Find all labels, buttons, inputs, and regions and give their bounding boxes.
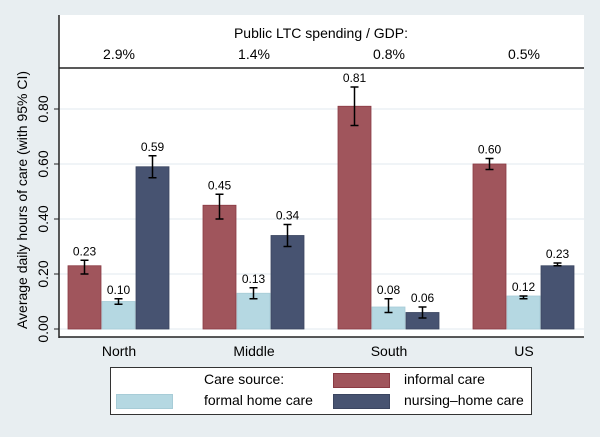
legend-label-nursing-home-care: nursing–home care [404, 392, 524, 408]
legend-title: Care source: [204, 371, 285, 387]
y-tick-label: 0.40 [35, 205, 51, 232]
data-label: 0.34 [276, 209, 300, 223]
legend-swatch-formal-home-care [116, 394, 173, 409]
bar-formal-home-care [506, 295, 541, 330]
y-tick-label: 0.60 [35, 150, 51, 177]
header-title: Public LTC spending / GDP: [234, 25, 408, 41]
x-tick-label: Middle [233, 343, 274, 359]
data-label: 0.23 [546, 247, 570, 261]
header-value: 2.9% [103, 46, 135, 62]
data-label: 0.08 [377, 283, 401, 297]
bar-nursing-home-care [540, 265, 575, 330]
bar-informal-care [472, 163, 507, 330]
data-label: 0.59 [141, 140, 165, 154]
data-label: 0.10 [107, 283, 131, 297]
bar-informal-care [202, 204, 237, 330]
legend: Care source: informal care formal home c… [110, 367, 532, 415]
data-label: 0.60 [478, 143, 502, 157]
data-label: 0.45 [208, 178, 232, 192]
x-tick-label: South [371, 343, 408, 359]
legend-label-formal-home-care: formal home care [204, 392, 313, 408]
data-label: 0.81 [343, 71, 367, 85]
bar-informal-care [337, 105, 372, 330]
y-tick-label: 0.20 [35, 260, 51, 287]
legend-label-informal-care: informal care [404, 371, 485, 387]
legend-swatch-informal-care [333, 373, 390, 388]
bar-nursing-home-care [135, 166, 170, 330]
y-tick-label: 0.80 [35, 95, 51, 122]
header-value: 0.8% [373, 46, 405, 62]
x-tick-label: North [102, 343, 136, 359]
legend-swatch-nursing-home-care [333, 394, 390, 409]
bar-informal-care [67, 265, 102, 330]
data-label: 0.06 [411, 291, 435, 305]
header-value: 1.4% [238, 46, 270, 62]
y-tick-label: 0.00 [35, 315, 51, 342]
data-label: 0.12 [512, 280, 536, 294]
bar-formal-home-care [101, 301, 136, 330]
x-tick-label: US [514, 343, 533, 359]
bar-nursing-home-care [270, 235, 305, 330]
header-value: 0.5% [508, 46, 540, 62]
data-label: 0.13 [242, 272, 266, 286]
y-axis-label: Average daily hours of care (with 95% CI… [14, 71, 30, 329]
data-label: 0.23 [73, 244, 97, 258]
